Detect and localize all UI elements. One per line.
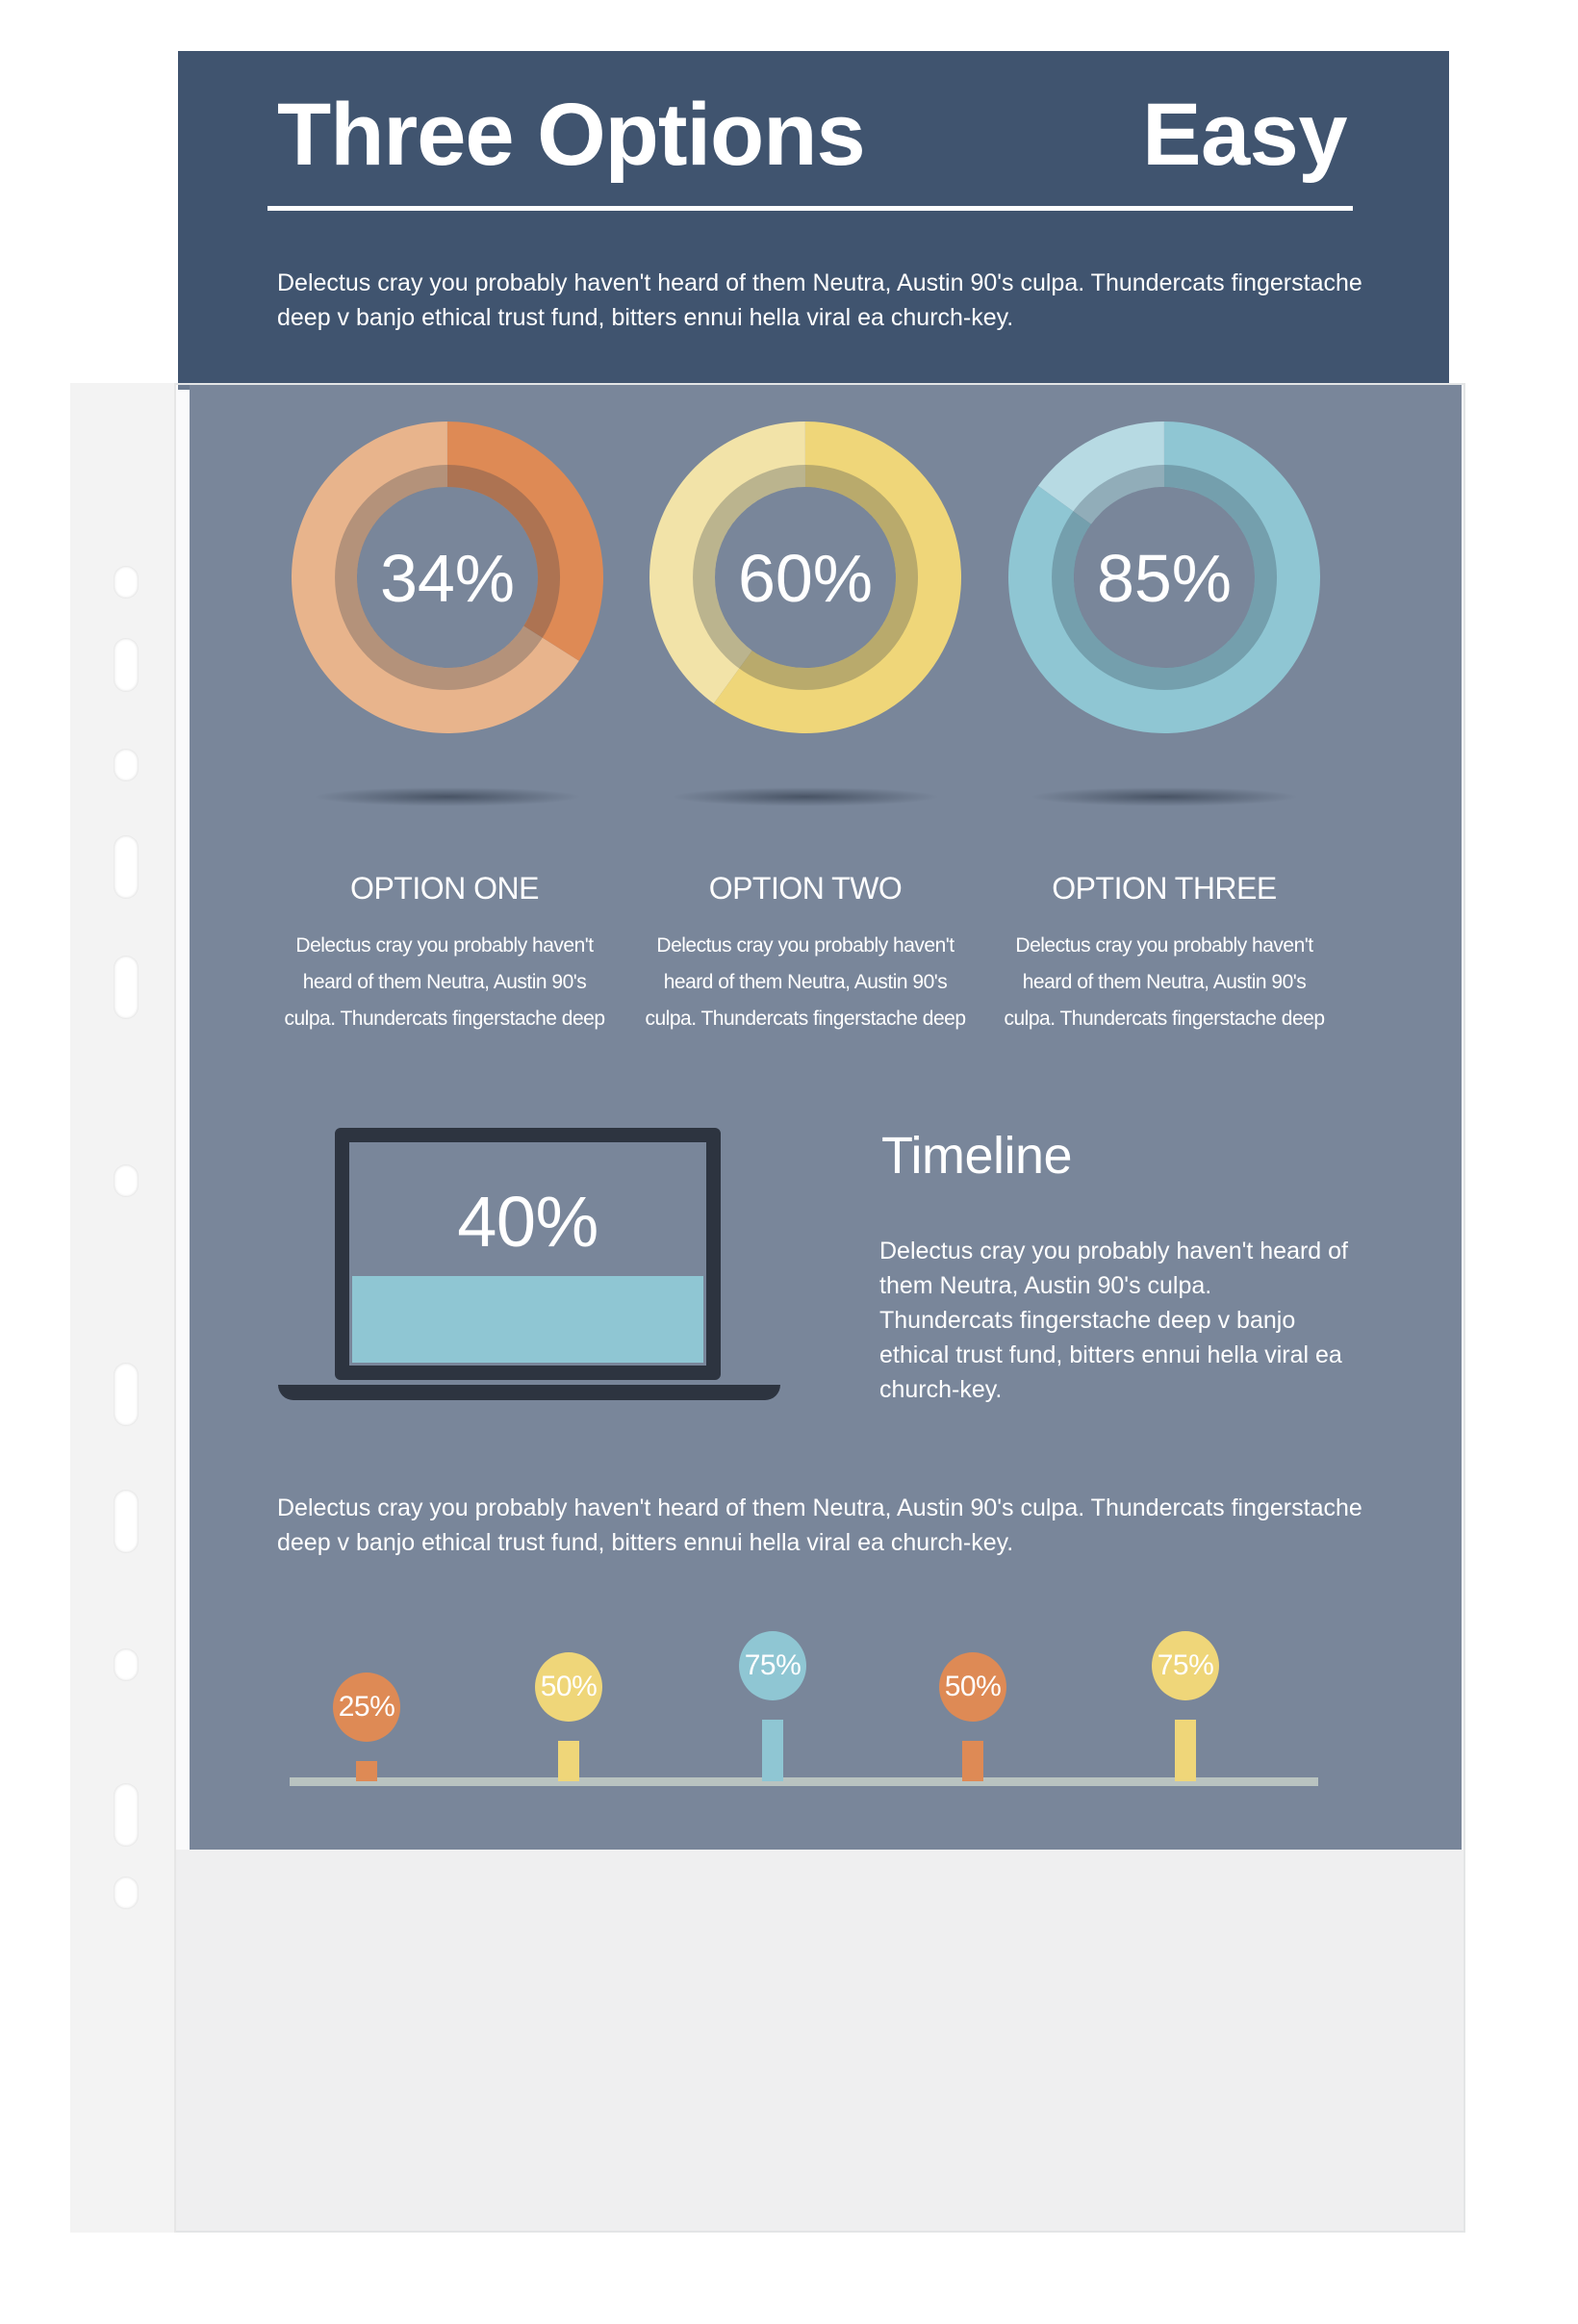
option-title: OPTION TWO: [708, 871, 903, 906]
punch-hole: [114, 1490, 139, 1553]
timeline-bar: [962, 1740, 983, 1781]
option-one: OPTION ONE Delectus cray you probably ha…: [281, 871, 608, 1037]
option-text: Delectus cray you probably haven't heard…: [1004, 934, 1325, 1030]
laptop-screen: 40%: [335, 1128, 721, 1380]
punched-strip: [70, 383, 176, 2233]
punch-hole: [114, 956, 139, 1019]
plastic-sleeve-bottom: [168, 1850, 1465, 2233]
laptop-progress-fill: [352, 1275, 703, 1363]
donut-remainder: [292, 421, 579, 733]
footer-text: Delectus cray you probably haven't heard…: [277, 1494, 1362, 1556]
timeline-bubble: 50%: [535, 1651, 602, 1722]
laptop-base: [278, 1385, 780, 1400]
donut-remainder: [1037, 421, 1164, 524]
timeline-bubble: 25%: [333, 1672, 400, 1742]
option-text: Delectus cray you probably haven't heard…: [645, 934, 966, 1030]
laptop-percent: 40%: [457, 1182, 598, 1262]
donut-value-segment: [447, 421, 603, 661]
donut-percent-label: 60%: [738, 541, 873, 616]
donut-percent-label: 34%: [380, 541, 515, 616]
option-text: Delectus cray you probably haven't heard…: [284, 934, 605, 1030]
timeline-bar: [762, 1720, 783, 1781]
punch-hole: [114, 1783, 139, 1847]
option-title: OPTION THREE: [1052, 871, 1277, 906]
donut-shadow: [1030, 787, 1299, 806]
page-subtitle: Easy: [1142, 86, 1347, 184]
donut-charts: 34% 60% 85%: [292, 421, 1320, 733]
donut-value-segment: [713, 421, 962, 733]
punch-hole: [114, 1648, 139, 1681]
donut-shadow: [313, 787, 582, 806]
punch-hole: [114, 1363, 139, 1426]
punch-hole: [114, 566, 139, 599]
punch-hole: [114, 749, 139, 781]
timeline-bar: [558, 1740, 579, 1781]
punch-hole: [114, 835, 139, 899]
donut-remainder: [649, 421, 805, 704]
donut-percent-label: 85%: [1097, 541, 1232, 616]
timeline-text: Delectus cray you probably haven't heard…: [879, 1238, 1348, 1403]
timeline-bar: [356, 1760, 377, 1781]
option-two: OPTION TWO Delectus cray you probably ha…: [642, 871, 969, 1037]
punch-hole: [114, 1164, 139, 1197]
timeline-bubble: 75%: [739, 1631, 806, 1701]
title-divider: [267, 206, 1353, 211]
page-title: Three Options: [277, 86, 866, 184]
header-panel: [178, 51, 1449, 390]
punch-hole: [114, 638, 139, 692]
punch-hole: [114, 1877, 139, 1909]
donut-value-segment: [1008, 421, 1320, 733]
timeline-bubble: 50%: [939, 1651, 1006, 1722]
option-three: OPTION THREE Delectus cray you probably …: [1001, 871, 1328, 1037]
timeline-axis: [290, 1777, 1318, 1786]
intro-text: Delectus cray you probably haven't heard…: [277, 269, 1362, 331]
timeline-title: Timeline: [881, 1127, 1073, 1185]
timeline-bar: [1175, 1720, 1196, 1781]
timeline-bubble: 75%: [1152, 1631, 1219, 1701]
donut-shadow: [671, 787, 940, 806]
option-title: OPTION ONE: [350, 871, 539, 906]
